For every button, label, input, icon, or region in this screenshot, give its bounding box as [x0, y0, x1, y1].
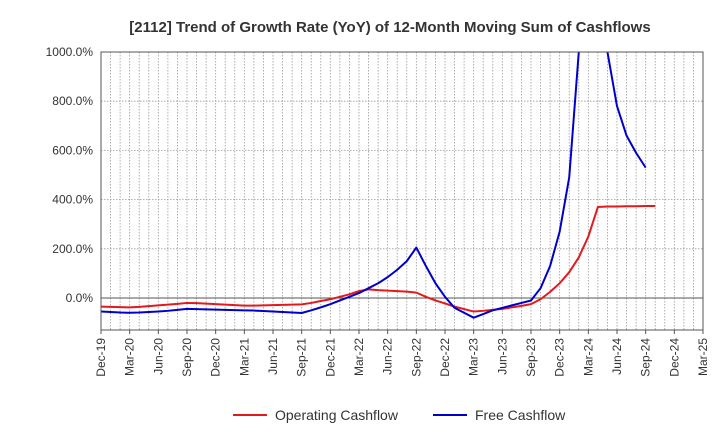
x-tick-label: Jun-22 [381, 338, 395, 375]
x-tick-label: Sep-20 [180, 338, 194, 377]
x-tick-label: Mar-21 [237, 338, 251, 376]
x-tick-label: Jun-23 [495, 338, 509, 375]
series-line-operating-cashflow [101, 205, 656, 313]
x-tick-label: Sep-21 [295, 338, 309, 377]
y-tick-label: 200.0% [52, 242, 93, 256]
x-tick-label: Dec-22 [438, 338, 452, 377]
x-tick-label: Jun-21 [266, 338, 280, 375]
y-tick-label: 600.0% [52, 143, 93, 157]
x-tick-label: Mar-20 [123, 338, 137, 376]
x-tick-label: Mar-24 [581, 338, 595, 376]
legend-label: Operating Cashflow [275, 407, 399, 423]
chart-title: [2112] Trend of Growth Rate (YoY) of 12-… [129, 19, 650, 36]
x-tick-label: Sep-24 [639, 338, 653, 377]
x-tick-label: Sep-23 [524, 338, 538, 377]
y-tick-label: 1000.0% [46, 45, 94, 59]
x-tick-label: Dec-24 [667, 338, 681, 377]
x-tick-label: Jun-20 [151, 338, 165, 375]
x-tick-label: Mar-23 [467, 338, 481, 376]
legend-label: Free Cashflow [475, 407, 566, 423]
y-tick-label: 800.0% [52, 94, 93, 108]
x-tick-label: Dec-21 [323, 338, 337, 377]
plot-background [101, 52, 703, 330]
plot-area: 0.0% 200.0% 400.0% 600.0% 800.0% 1000.0% Dec-1… [46, 45, 710, 377]
x-tick-label: Sep-22 [409, 338, 423, 377]
x-tick-label: Dec-20 [209, 338, 223, 377]
x-tick-label: Mar-25 [696, 338, 710, 376]
plot-border [100, 51, 704, 331]
chart-legend: Operating Cashflow Free Cashflow [233, 407, 566, 423]
x-tick-label: Mar-22 [352, 338, 366, 376]
series-group [101, 52, 656, 319]
x-tick-label: Dec-19 [94, 338, 108, 377]
x-tick-label: Dec-23 [553, 338, 567, 377]
y-tick-label: 400.0% [52, 193, 93, 207]
x-tick-label: Jun-24 [610, 338, 624, 375]
series-line-free-cashflow [101, 52, 647, 319]
y-tick-label: 0.0% [66, 291, 94, 305]
